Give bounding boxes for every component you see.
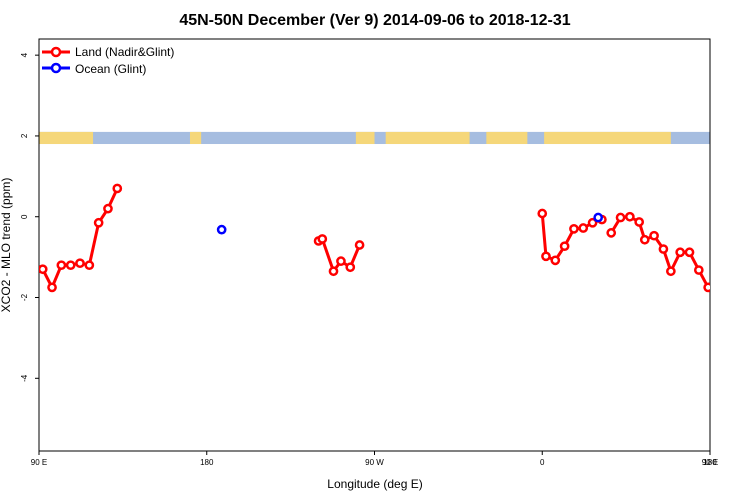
land-point <box>693 265 704 275</box>
y-tick-label: -4 <box>20 374 29 382</box>
land-point <box>56 260 67 271</box>
map-band-land <box>486 131 528 145</box>
y-axis-label: XCO2 - MLO trend (ppm) <box>0 178 13 313</box>
land-point <box>684 247 695 258</box>
land-series-line <box>717 188 750 265</box>
land-point <box>541 251 551 262</box>
land-point <box>723 262 730 269</box>
land-point <box>354 240 365 250</box>
land-point <box>666 266 676 277</box>
land-point <box>675 247 686 258</box>
x-tick-label: 90 W <box>365 458 384 467</box>
land-point <box>559 241 570 252</box>
x-tick-label: 180 <box>200 458 214 467</box>
land-point <box>345 262 356 273</box>
legend-marker-land <box>50 46 62 58</box>
legend: Land (Nadir&Glint) Ocean (Glint) <box>42 45 174 76</box>
land-point <box>714 262 721 269</box>
y-tick-label: -2 <box>20 293 29 301</box>
series-group <box>39 183 750 293</box>
land-point <box>65 260 76 271</box>
ocean-point <box>593 212 604 223</box>
land-point <box>587 217 598 228</box>
land-point <box>615 212 626 223</box>
map-band-land <box>355 131 375 145</box>
land-point <box>569 223 579 234</box>
land-point <box>47 282 57 293</box>
y-tick-label: 2 <box>20 133 29 138</box>
land-point <box>328 266 339 277</box>
legend-label-land: Land (Nadir&Glint) <box>75 45 174 59</box>
land-point <box>39 264 48 275</box>
y-tick-label: 0 <box>20 214 29 219</box>
series-layer <box>39 183 750 293</box>
ocean-point <box>216 224 227 235</box>
map-band-land <box>189 131 202 145</box>
land-point <box>75 258 85 269</box>
map-band-land <box>39 131 94 145</box>
land-point <box>336 256 346 267</box>
land-point <box>625 211 635 222</box>
x-tick-label: 90 E <box>31 458 47 467</box>
y-tick-label: 4 <box>20 52 29 57</box>
land-point <box>649 230 659 241</box>
land-point <box>606 228 617 238</box>
land-point <box>84 260 95 271</box>
land-point <box>703 282 710 293</box>
chart-title: 45N-50N December (Ver 9) 2014-09-06 to 2… <box>179 12 570 29</box>
land-point <box>103 203 113 214</box>
plot-frame <box>38 38 711 452</box>
land-point <box>634 217 645 227</box>
map-band-land <box>544 131 671 145</box>
x-tick-label: 90 E <box>702 458 718 467</box>
map-band <box>39 131 710 145</box>
land-point <box>658 244 669 254</box>
land-point <box>112 183 123 194</box>
land-point <box>317 234 328 244</box>
land-point <box>93 217 104 228</box>
land-point <box>639 234 650 245</box>
land-point <box>550 255 561 266</box>
x-tick-label: 0 <box>540 458 545 467</box>
land-point <box>732 262 739 269</box>
y-axis: -4 -2 0 2 4 <box>20 52 39 382</box>
land-point <box>537 208 548 219</box>
land-point <box>742 262 749 269</box>
x-axis-label: Longitude (deg E) <box>327 477 422 491</box>
legend-marker-ocean <box>50 62 62 74</box>
legend-label-ocean: Ocean (Glint) <box>75 62 146 76</box>
land-series-line <box>41 187 119 289</box>
x-tick-label-secondary: 180 <box>703 458 717 467</box>
map-band-land <box>385 131 470 145</box>
land-point <box>578 223 589 233</box>
